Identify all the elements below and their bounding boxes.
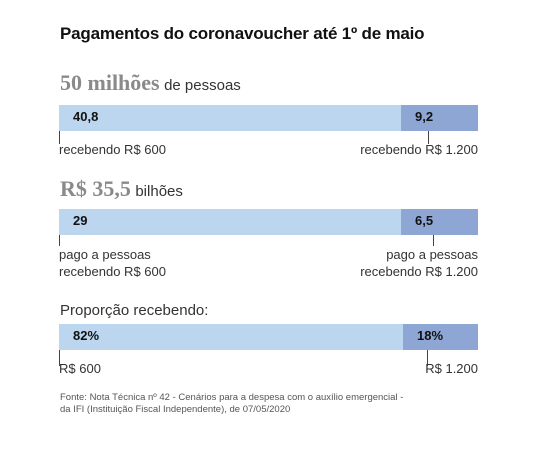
bar-segment-600 [59, 209, 401, 235]
label-receiving-600: recebendo R$ 600 [59, 142, 166, 157]
label-paid-600: pago a pessoas recebendo R$ 600 [59, 246, 166, 280]
label-paid-600-line1: pago a pessoas [59, 247, 151, 262]
headline-amount-value: R$ 35,5 [60, 176, 131, 201]
label-proportion-600: R$ 600 [59, 361, 101, 376]
bar-segment-600 [59, 324, 403, 350]
headline-people: 50 milhões de pessoas [60, 70, 241, 96]
bar-amount: 29 6,5 [59, 209, 478, 235]
tick-right [427, 350, 428, 366]
label-proportion-1200: R$ 1.200 [425, 361, 478, 376]
headline-people-unit: de pessoas [164, 77, 241, 94]
headline-people-value: 50 milhões [60, 70, 160, 95]
bar-segment-600 [59, 105, 401, 131]
bar-segment-1200 [401, 105, 478, 131]
headline-amount-unit: bilhões [135, 183, 183, 200]
label-receiving-1200: recebendo R$ 1.200 [360, 142, 478, 157]
bar-value-label-600: 82% [73, 328, 100, 343]
bar-segment-1200 [401, 209, 478, 235]
label-paid-1200-line2: recebendo R$ 1.200 [360, 264, 478, 279]
label-paid-600-line2: recebendo R$ 600 [59, 264, 166, 279]
proportion-label: Proporção recebendo: [60, 302, 209, 319]
headline-amount: R$ 35,5 bilhões [60, 176, 183, 202]
source-line-1: Fonte: Nota Técnica nº 42 - Cenários par… [60, 392, 404, 403]
bar-people: 40,8 9,2 [59, 105, 478, 131]
bar-value-label-1200: 18% [417, 328, 444, 343]
bar-value-label-1200: 9,2 [415, 109, 434, 124]
tick-left [59, 350, 60, 366]
source-note: Fonte: Nota Técnica nº 42 - Cenários par… [60, 392, 403, 416]
tick-left [59, 131, 60, 144]
tick-right [433, 235, 434, 246]
tick-left [59, 235, 60, 246]
bar-segment-1200 [403, 324, 478, 350]
label-paid-1200: pago a pessoas recebendo R$ 1.200 [360, 246, 478, 280]
label-paid-1200-line1: pago a pessoas [386, 247, 478, 262]
bar-value-label-1200: 6,5 [415, 213, 434, 228]
bar-value-label-600: 29 [73, 213, 88, 228]
bar-value-label-600: 40,8 [73, 109, 99, 124]
chart-title: Pagamentos do coronavoucher até 1º de ma… [60, 24, 425, 43]
bar-proportion: 82% 18% [59, 324, 478, 350]
tick-right [428, 131, 429, 144]
source-line-2: da IFI (Instituição Fiscal Independente)… [60, 404, 291, 415]
